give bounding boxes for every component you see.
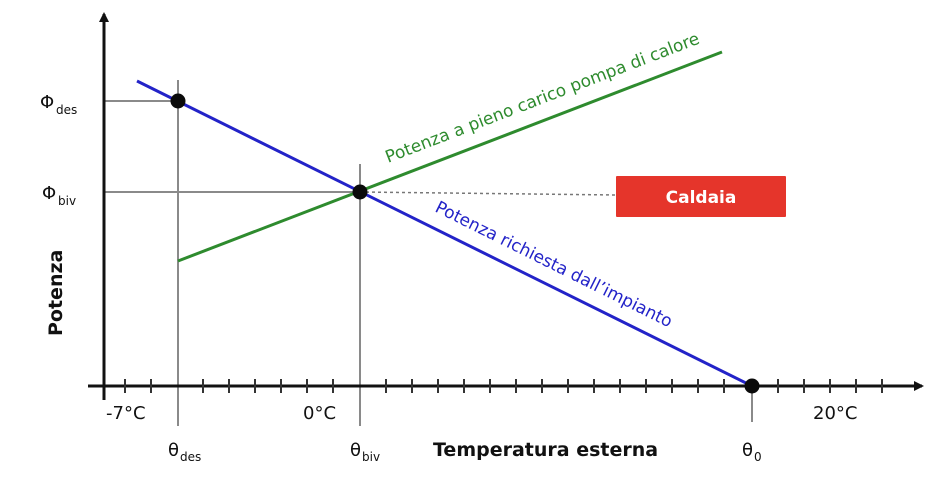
theta-des-label: θ des [168,440,201,464]
required-power-line [136,79,753,388]
y-axis-title: Potenza [45,250,67,336]
required-line-label: Potenza richiesta dall’impianto [432,198,676,332]
svg-text:θ: θ [742,440,753,461]
zero-load-point-marker [744,378,760,394]
svg-text:des: des [180,450,201,464]
x-axis-ticks [124,379,883,393]
theta-biv-label: θ biv [350,440,380,464]
tick-label-minus7: -7°C [106,403,146,424]
boiler-box [616,176,786,217]
bivalent-point-marker [352,184,368,200]
svg-text:θ: θ [168,440,179,461]
x-axis-title: Temperatura esterna [433,439,658,461]
heat-pump-power-line [177,50,723,263]
guide-lines [104,80,753,426]
svg-text:Φ: Φ [42,183,56,204]
svg-text:0: 0 [754,450,762,464]
phi-des-label: Φ des [40,92,77,117]
svg-text:θ: θ [350,440,361,461]
svg-text:Φ: Φ [40,92,54,113]
svg-text:des: des [56,103,77,117]
tick-label-zero: 0°C [303,403,336,424]
design-point-marker [170,93,186,109]
theta-0-label: θ 0 [742,440,762,464]
svg-text:biv: biv [58,194,76,208]
boiler-label: Caldaia [666,188,737,208]
phi-biv-label: Φ biv [42,183,76,208]
boiler-dotted-line [359,191,617,196]
svg-text:biv: biv [362,450,380,464]
tick-label-twenty: 20°C [813,403,857,424]
heat-pump-line-label: Potenza a pieno carico pompa di calore [383,29,703,168]
